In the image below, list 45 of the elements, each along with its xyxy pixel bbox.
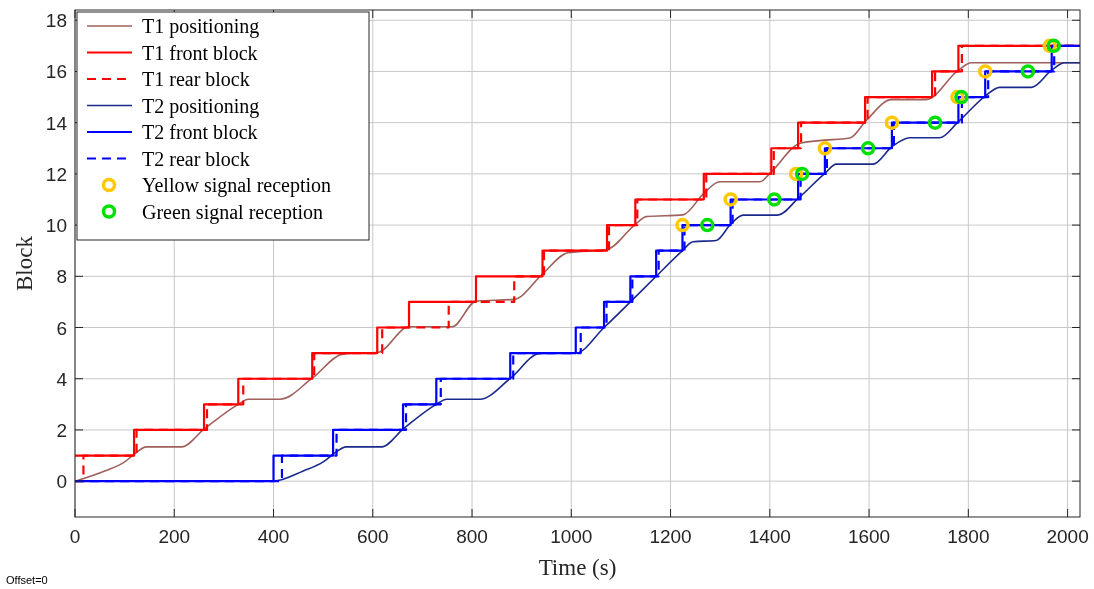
x-tick-label: 0 <box>69 526 81 547</box>
point <box>954 89 969 105</box>
point <box>767 192 782 207</box>
x-tick-label: 1600 <box>847 526 891 547</box>
y-tick-label: 6 <box>56 317 67 339</box>
x-tick-label: 1400 <box>748 526 791 547</box>
y-tick-label: 10 <box>45 215 67 237</box>
text: Offset=0 <box>6 574 48 586</box>
point <box>675 217 690 233</box>
y-tick-label: 2 <box>56 419 67 441</box>
x-tick-label: 2000 <box>1046 526 1089 547</box>
point <box>794 166 810 182</box>
legend-label: T2 positioning <box>142 94 260 118</box>
point <box>1020 64 1036 79</box>
legend-label: T2 front block <box>142 121 258 143</box>
x-tick-label: 1800 <box>947 526 990 547</box>
x-tick-label: 200 <box>158 526 191 547</box>
legend-label: T1 front block <box>142 41 258 64</box>
point <box>723 192 738 207</box>
x-tick-label: 1200 <box>649 526 692 547</box>
y-tick-label: 12 <box>45 163 67 185</box>
y-axis-title: Block <box>12 235 37 291</box>
y-tick-label: 8 <box>56 266 67 288</box>
y-tick-label: 18 <box>45 10 67 32</box>
point <box>927 115 943 130</box>
y-tick-label: 4 <box>56 368 68 390</box>
x-tick-label: 600 <box>356 526 389 547</box>
legend-label: Green signal reception <box>142 200 324 224</box>
y-tick-label: 0 <box>56 471 67 493</box>
x-tick-label: 800 <box>456 526 488 547</box>
point <box>884 115 900 130</box>
point <box>1046 38 1061 54</box>
point <box>860 141 876 156</box>
point <box>977 64 993 79</box>
legend-label: T1 rear block <box>142 68 250 90</box>
point <box>700 217 715 233</box>
point <box>817 141 833 156</box>
x-axis-title: Time (s) <box>538 555 617 580</box>
x-tick-label: 1000 <box>550 526 593 547</box>
legend-label: Yellow signal reception <box>142 174 332 197</box>
y-tick-label: 16 <box>45 61 67 83</box>
legend-label: T1 positioning <box>142 15 260 38</box>
x-tick-label: 400 <box>257 526 290 547</box>
legend-label: T2 rear block <box>142 147 250 170</box>
y-tick-label: 14 <box>45 112 68 134</box>
